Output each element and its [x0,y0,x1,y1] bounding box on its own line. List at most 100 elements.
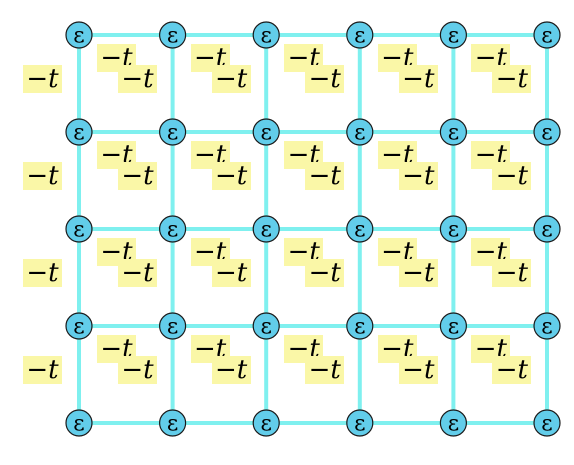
site-circle [252,118,280,146]
lattice-site: ε [159,409,187,437]
vertical-hopping-label: −t [211,259,251,287]
lattice-site: ε [252,215,280,243]
lattice-site: ε [439,118,467,146]
site-energy-label: ε [260,412,271,437]
site-energy-label: ε [260,315,271,340]
lattice-site: ε [65,409,93,437]
site-energy-label: ε [167,24,178,49]
lattice-site: ε [252,118,280,146]
site-circle [346,312,374,340]
vertical-hopping-label: −t [211,65,251,93]
vertical-hopping-label: −t [118,162,157,190]
lattice-site: ε [346,409,374,437]
site-energy-label: ε [448,315,459,340]
vertical-hopping-label: −t [398,259,438,287]
vertical-hopping-label: −t [492,356,532,384]
site-circle [159,409,187,437]
lattice-site: ε [346,312,374,340]
site-energy-label: ε [354,218,365,243]
vertical-hopping-label: −t [118,259,157,287]
lattice-site: ε [439,312,467,340]
site-circle [252,409,280,437]
site-circle [252,21,280,49]
site-circle [439,118,467,146]
site-circle [159,215,187,243]
site-energy-label: ε [167,218,178,243]
vertical-hopping-label: −t [492,259,532,287]
horizontal-hopping-label: −t [284,238,324,266]
vertical-hopping-label: −t [305,259,345,287]
vertical-hopping-label: −t [398,65,438,93]
vertical-hopping-label: −t [305,65,345,93]
site-energy-label: ε [354,315,365,340]
site-circle [346,409,374,437]
lattice-site: ε [65,118,93,146]
vertical-hopping-label: −t [305,356,345,384]
vertical-hopping-label: −t [118,356,157,384]
site-circle [159,118,187,146]
vertical-hopping-label: −t [398,356,438,384]
site-energy-label: ε [73,412,84,437]
lattice-site: ε [533,409,561,437]
site-energy-label: ε [73,315,84,340]
vertical-hopping-label: −t [211,356,251,384]
vertical-hopping-label: −t [492,162,532,190]
lattice-site: ε [533,21,561,49]
site-circle [439,21,467,49]
site-energy-label: ε [167,315,178,340]
site-circle [439,312,467,340]
site-circle [346,118,374,146]
vertical-hopping-label: −t [23,356,62,384]
lattice-site: ε [533,312,561,340]
site-energy-label: ε [260,121,271,146]
lattice-site: ε [65,312,93,340]
vertical-hopping-label: −t [23,162,62,190]
lattice-site: ε [439,21,467,49]
site-energy-label: ε [448,24,459,49]
lattice-site: ε [252,312,280,340]
site-circle [159,312,187,340]
lattice-site: ε [346,215,374,243]
lattice-site: ε [252,409,280,437]
horizontal-hopping-label: −t [377,238,417,266]
site-circle [65,21,93,49]
lattice-site: ε [439,215,467,243]
site-energy-label: ε [73,218,84,243]
site-circle [533,312,561,340]
site-energy-label: ε [73,24,84,49]
site-circle [65,118,93,146]
lattice-site: ε [159,21,187,49]
horizontal-hopping-label: −t [377,141,417,169]
site-circle [252,215,280,243]
site-energy-label: ε [354,121,365,146]
vertical-hopping-label: −t [305,162,345,190]
site-energy-label: ε [354,24,365,49]
site-energy-label: ε [541,121,552,146]
lattice-site: ε [159,312,187,340]
lattice-site: ε [533,215,561,243]
lattice-site: ε [65,215,93,243]
lattice-site: ε [159,215,187,243]
lattice-site: ε [533,118,561,146]
site-energy-label: ε [541,315,552,340]
vertical-hopping-label: −t [211,162,251,190]
site-circle [533,409,561,437]
site-energy-label: ε [354,412,365,437]
site-circle [346,21,374,49]
site-circle [65,312,93,340]
site-energy-label: ε [260,218,271,243]
site-circle [533,21,561,49]
lattice-site: ε [65,21,93,49]
site-circle [65,409,93,437]
site-energy-label: ε [73,121,84,146]
lattice-site: ε [252,21,280,49]
site-energy-label: ε [448,121,459,146]
site-energy-label: ε [541,412,552,437]
vertical-hopping-label: −t [118,65,157,93]
site-energy-label: ε [260,24,271,49]
lattice-site: ε [346,21,374,49]
vertical-hopping-label: −t [23,259,62,287]
vertical-hopping-label: −t [492,65,532,93]
site-energy-label: ε [448,412,459,437]
